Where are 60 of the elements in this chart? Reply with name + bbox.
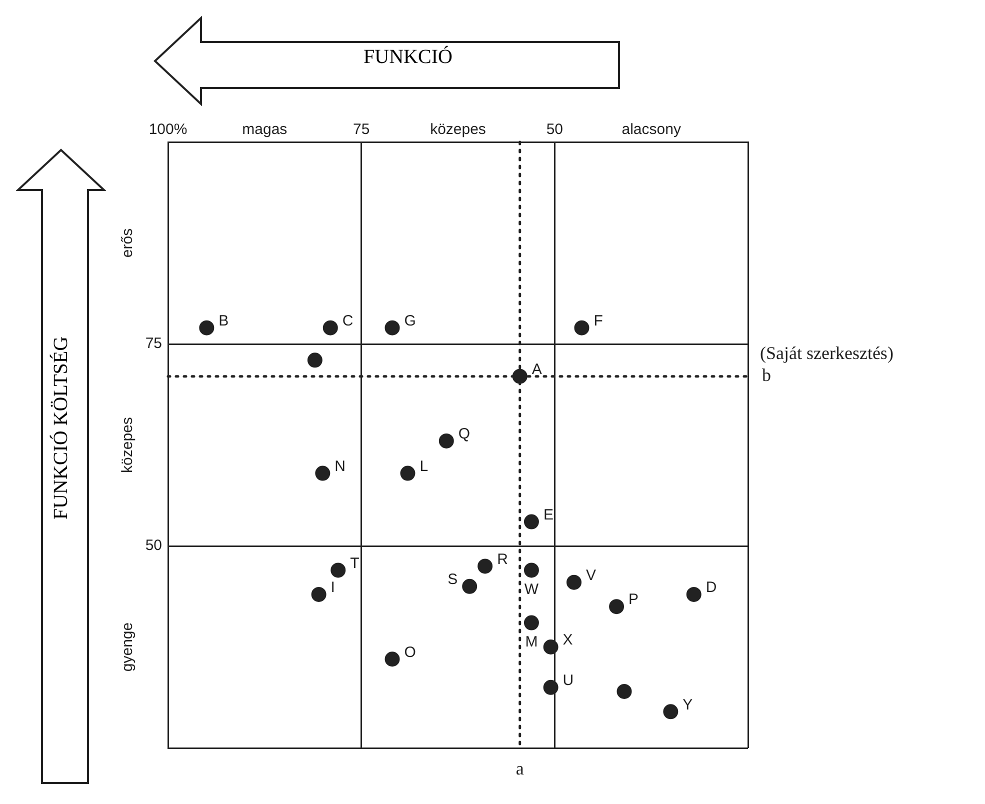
point [478,558,493,574]
point [524,562,539,578]
point [524,615,539,630]
x-tick-label: 50 [546,121,564,138]
point [609,599,624,614]
text: magas [242,121,288,138]
series-label: P [628,591,639,608]
point [384,320,400,336]
series-label: W [524,580,540,598]
text: gyenge [119,622,136,672]
series-label: R [497,550,508,568]
series-label: F [594,312,603,330]
point [543,640,558,654]
point [616,684,632,699]
series-label: S [448,571,458,588]
text: közepes [430,121,486,138]
point [524,514,539,530]
point [311,586,326,602]
series-label: Y [682,696,693,714]
series-label: A [532,360,542,378]
ref-line-label: a [516,758,524,779]
y-axis-title: FUNKCIÓ KÖLTSÉG [48,335,73,522]
series-label: M [525,633,538,650]
series-label: O [404,644,416,661]
series-label: X [562,632,573,649]
point [462,578,478,594]
point [574,320,590,336]
series-label: T [350,554,360,572]
series-label: G [404,312,416,330]
series-label: I [330,579,335,596]
series-label: C [342,312,354,330]
series-label: E [543,506,554,524]
ref-line-label: b [762,365,771,386]
series-label: L [420,458,428,475]
point [322,320,338,336]
point [315,466,330,481]
point [199,320,214,336]
x-axis-title: FUNKCIÓ [362,44,454,70]
point [686,586,702,602]
x-tick-label: 75 [352,121,370,138]
text: (Saját szerkesztés) [760,342,894,363]
point [663,704,678,720]
x-tick-label: 100% [148,121,188,138]
point [384,652,400,667]
text: közepes [119,417,136,473]
series-label: B [218,312,229,330]
text: erős [119,228,136,258]
point [400,466,416,481]
text: alacsony [622,121,682,138]
series-label: N [334,458,346,475]
series-label: Q [458,426,470,443]
series-label: D [706,579,717,596]
point [566,574,582,590]
series-label: U [562,672,574,690]
point [330,562,346,578]
series-label: V [586,567,596,584]
point [438,433,454,448]
point [307,352,322,368]
point [512,368,528,384]
point [543,680,558,695]
